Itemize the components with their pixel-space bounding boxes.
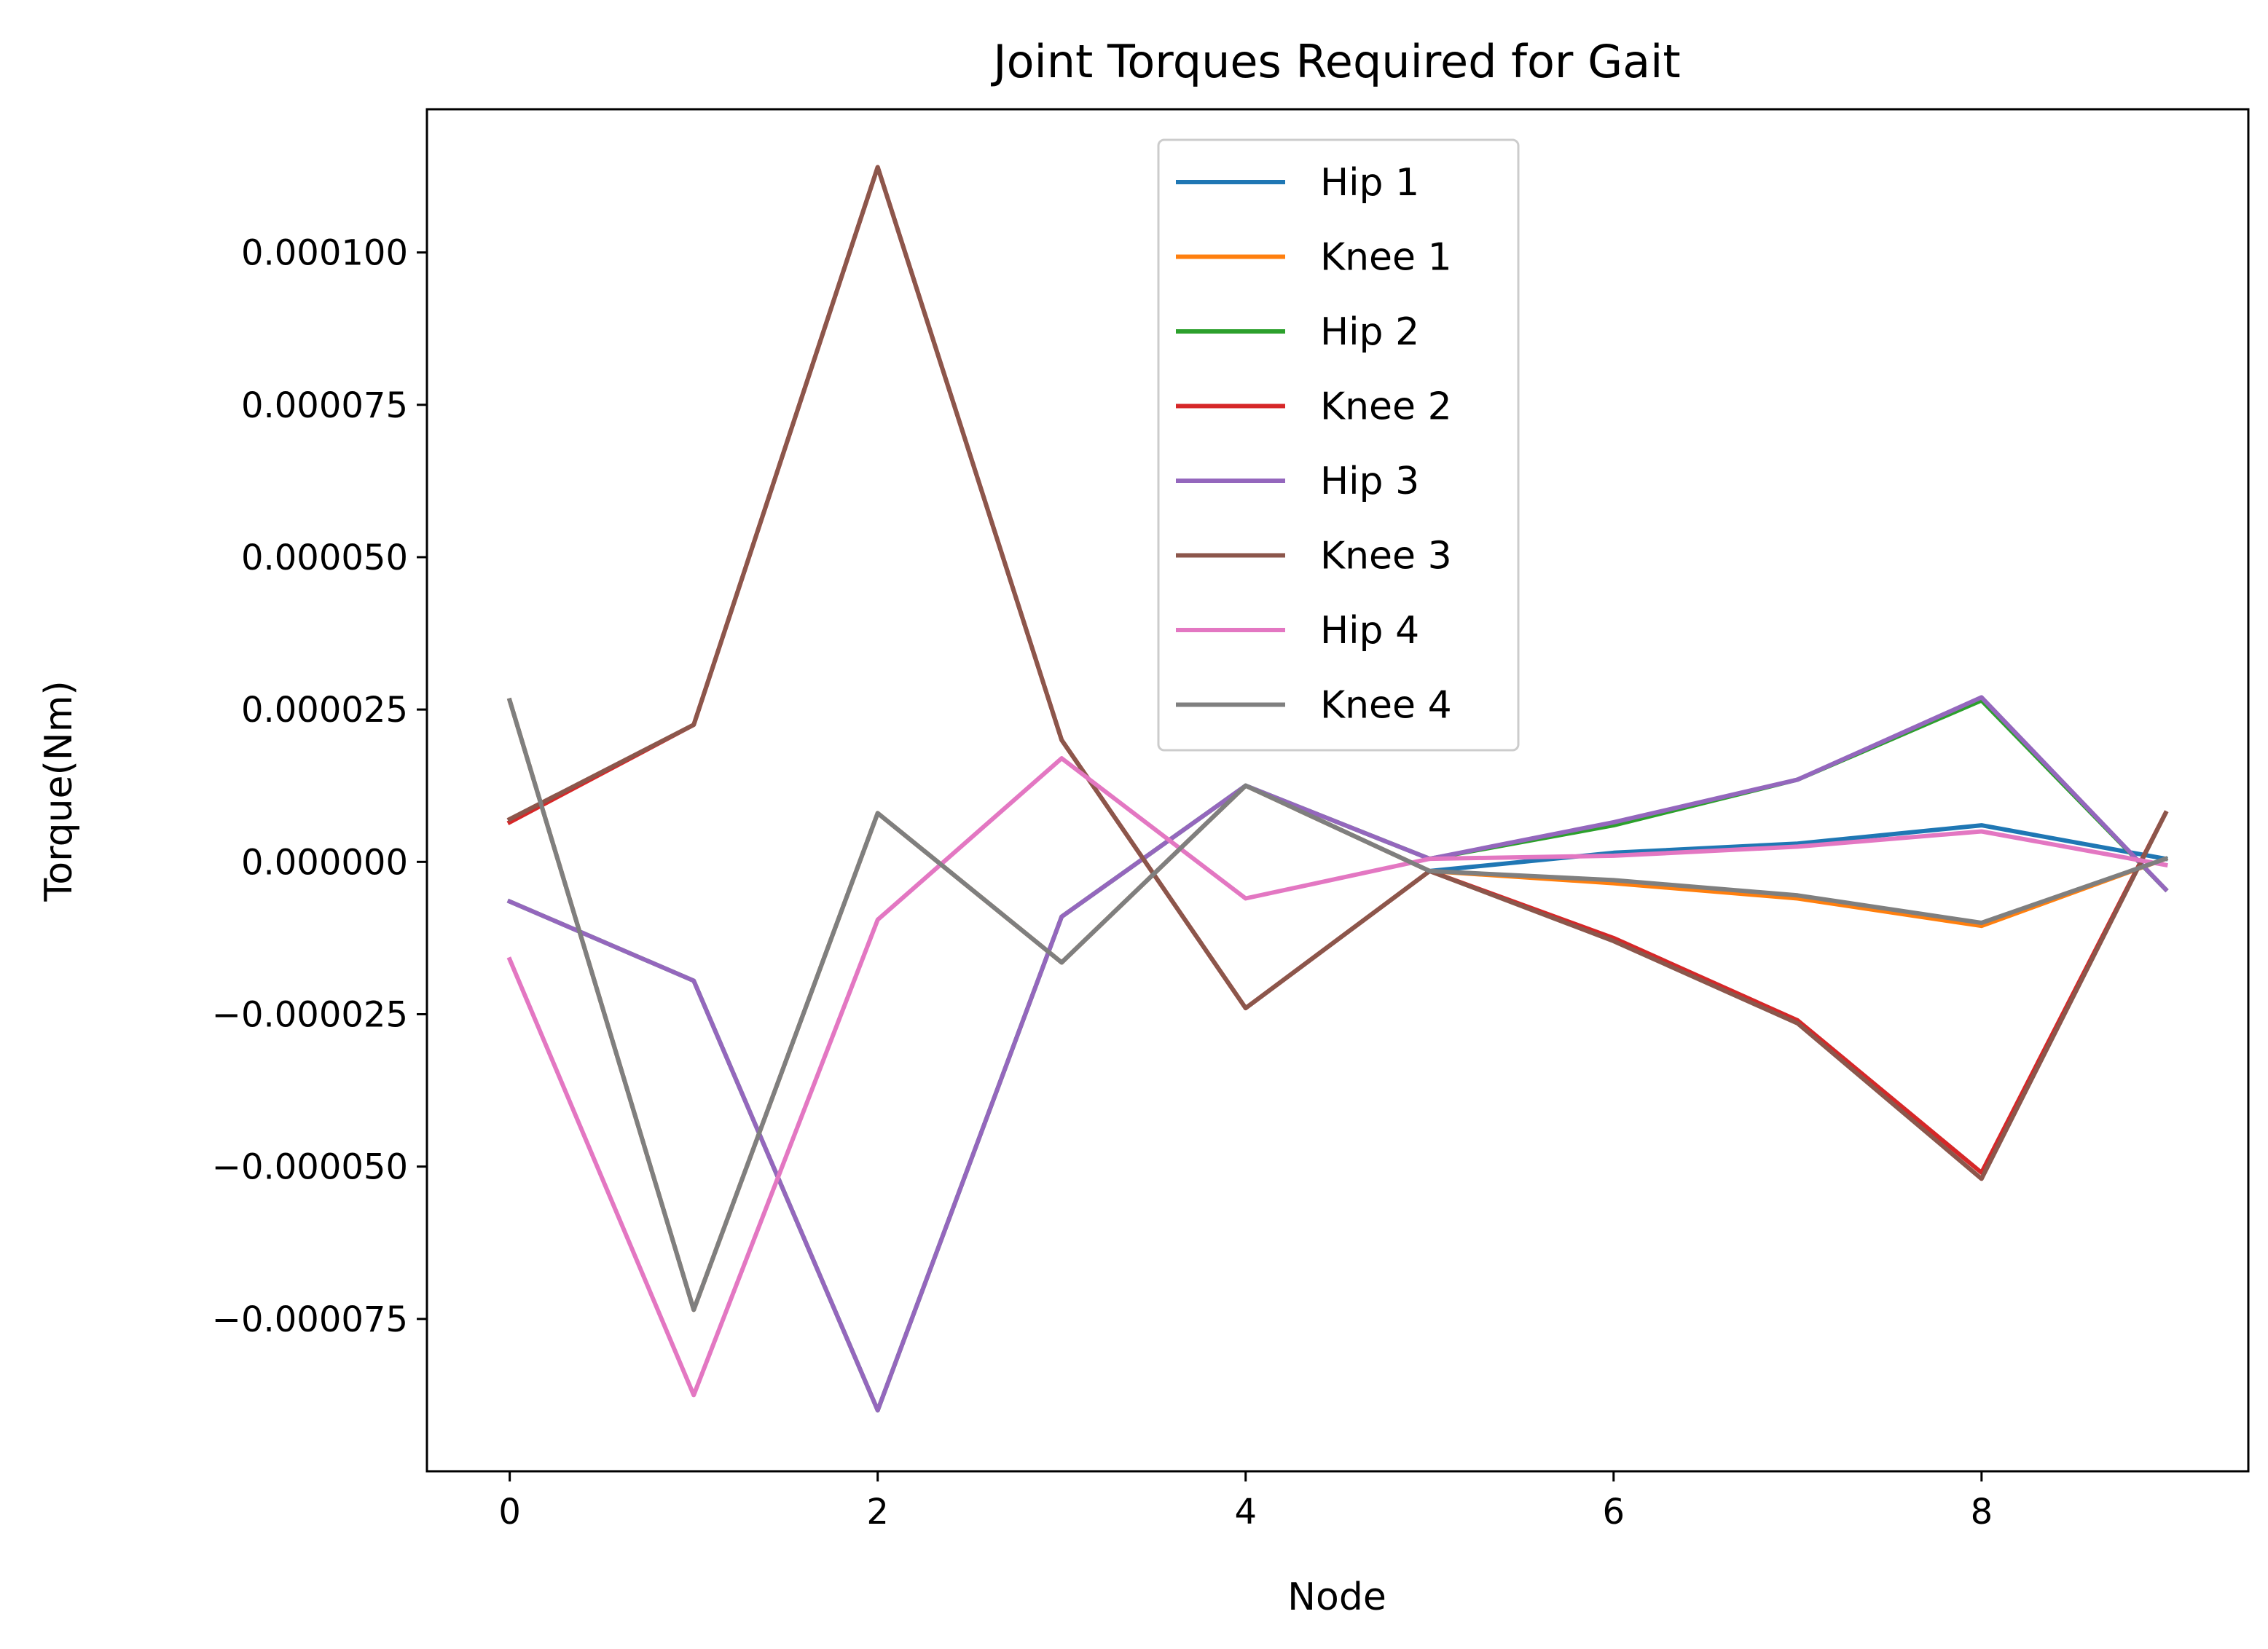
legend-label: Knee 1 [1320,236,1452,280]
legend: Hip 1 Knee 1 Hip 2 Knee 2 Hip 3 Knee 3 Hip 4 Kn… [1157,138,1520,752]
legend-label: Hip 4 [1320,609,1419,653]
series-line-4 [506,695,2169,1413]
legend-box [1157,138,1520,752]
y-tick-label: 0.000050 [241,538,408,578]
y-tick-label: −0.000075 [212,1299,408,1340]
y-tick-label: −0.000050 [212,1147,408,1188]
y-tick-label: 0.000025 [241,690,408,731]
x-tick-label: 4 [1234,1492,1257,1532]
plot-frame [425,108,2250,1473]
legend-label: Hip 2 [1320,310,1419,354]
series-line-5 [506,165,2169,1181]
y-tick-label: 0.000000 [241,842,408,883]
series-line-7 [506,697,2169,1312]
legend-label: Knee 4 [1320,684,1452,728]
series-layer [506,165,2169,1413]
legend-label: Hip 1 [1320,161,1419,205]
y-axis-label: Torque(Nm) [37,680,81,902]
legend-label: Knee 3 [1320,535,1452,578]
y-tick-label: −0.000025 [212,994,408,1035]
x-tick-label: 8 [1971,1492,1993,1532]
series-line-6 [506,756,2168,1398]
x-tick-label: 6 [1603,1492,1625,1532]
y-tick-label: 0.000100 [241,233,408,274]
legend-label: Hip 3 [1320,460,1419,503]
chart-title: Joint Torques Required for Gait [990,35,1680,88]
x-axis-label: Node [1287,1575,1386,1619]
y-tick-label: 0.000075 [241,385,408,426]
legend-label: Knee 2 [1320,385,1452,429]
tick-layer: 0 2 4 6 8 −0.000075 −0.000050 −0.000025 0.000000… [212,233,1993,1532]
x-tick-label: 0 [498,1492,521,1532]
x-tick-label: 2 [866,1492,889,1532]
